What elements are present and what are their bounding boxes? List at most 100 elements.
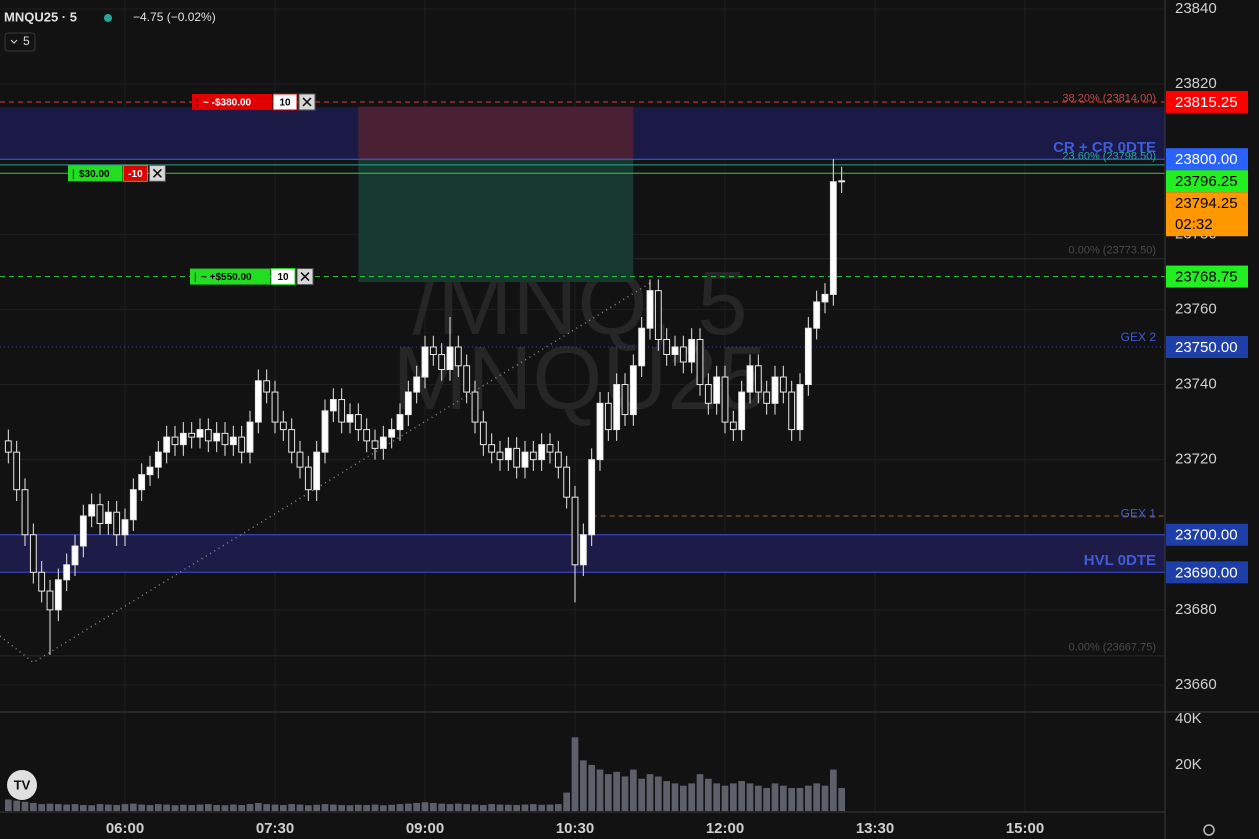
candle-body xyxy=(679,346,687,363)
volume-bar xyxy=(830,769,837,811)
candle-body xyxy=(638,327,646,367)
candle-body xyxy=(504,447,512,461)
x-tick-label: 15:00 xyxy=(1006,820,1044,837)
market-status xyxy=(104,14,112,22)
candle-body xyxy=(204,429,212,442)
candle-body xyxy=(21,489,29,536)
volume-bar xyxy=(480,805,487,811)
order-pnl: ~ +$550.00 xyxy=(201,272,252,283)
volume-bar xyxy=(455,803,462,811)
candle-body xyxy=(654,290,662,340)
volume-bar xyxy=(96,804,104,811)
volume-bar xyxy=(446,804,454,811)
volume-bar xyxy=(338,805,345,811)
level-label: 0.00% (23773.50) xyxy=(1069,244,1156,256)
order-qty-box[interactable] xyxy=(122,164,148,182)
volume-bar xyxy=(630,769,637,811)
order-handle: | xyxy=(72,169,75,180)
volume-bar xyxy=(346,805,354,811)
candle-body xyxy=(579,534,587,566)
volume-bar xyxy=(755,785,762,811)
y-tick-label: 23840 xyxy=(1175,0,1217,17)
candle-body xyxy=(79,515,87,547)
volume-bar xyxy=(638,778,645,811)
candle-body xyxy=(29,534,37,573)
candle-body xyxy=(729,421,737,431)
order-cancel-icon xyxy=(300,272,310,282)
volume-bar xyxy=(113,805,120,811)
order-pnl: $30.00 xyxy=(79,169,110,180)
order-pnl-box[interactable] xyxy=(68,165,123,182)
candle-body xyxy=(221,432,229,446)
volume-bar xyxy=(513,805,520,811)
volume-bar xyxy=(538,804,545,811)
volume-bar xyxy=(780,785,787,811)
volume-bar xyxy=(363,805,370,811)
order-pnl-box[interactable] xyxy=(190,268,270,285)
volume-bar xyxy=(505,804,512,811)
volume-bar xyxy=(688,783,695,811)
candle-body xyxy=(821,293,829,303)
candle-body xyxy=(288,429,296,453)
price-tag xyxy=(1166,90,1248,113)
x-tick-label: 12:00 xyxy=(706,820,744,837)
candle-body xyxy=(563,466,571,498)
candle-body xyxy=(179,432,187,446)
candle-body xyxy=(696,338,704,386)
volume-bar xyxy=(621,776,629,811)
candle-body xyxy=(238,436,246,453)
volume-bar xyxy=(221,805,229,811)
candle-body xyxy=(279,421,287,431)
tv-logo[interactable] xyxy=(7,770,37,800)
change: −4.75 (−0.02%) xyxy=(133,10,216,24)
volume-bar xyxy=(696,774,704,811)
order-qty: -10 xyxy=(128,169,143,180)
volume-bar xyxy=(163,804,170,811)
volume-bar xyxy=(5,799,12,811)
candle-body xyxy=(646,290,654,329)
price-tag-label: 23800.00 xyxy=(1175,151,1238,168)
volume-bar xyxy=(805,785,812,811)
volume-bar xyxy=(380,805,387,811)
candle-body xyxy=(688,338,696,363)
volume-bar xyxy=(21,801,29,811)
candle-body xyxy=(804,327,812,386)
interval-button[interactable] xyxy=(4,32,36,52)
volume-bar xyxy=(371,804,379,811)
level-label: GEX 1 xyxy=(1121,507,1157,521)
order-handle: | xyxy=(196,98,199,109)
candle-body xyxy=(446,346,454,371)
y-tick-label: 23820 xyxy=(1175,75,1217,92)
volume-bar xyxy=(171,805,179,811)
order-pnl-box[interactable] xyxy=(192,93,272,110)
candle-body xyxy=(454,346,462,367)
price-tag xyxy=(1166,335,1248,358)
volume-bar xyxy=(663,781,670,811)
main-layer: CR + CR 0DTE GEX 2 GEX 1 HVL 0DTE 38.20% (23… xyxy=(4,92,1157,811)
price-tag-label: 23750.00 xyxy=(1175,339,1238,356)
price-tag xyxy=(1166,561,1248,584)
volume-bar xyxy=(105,804,112,811)
symbol[interactable]: MNQU25 · 5 xyxy=(4,9,77,24)
candle-body xyxy=(704,384,712,404)
volume-bar xyxy=(546,804,554,811)
candle-body xyxy=(371,440,379,449)
candle-body xyxy=(313,451,321,491)
order-qty-box[interactable] xyxy=(270,268,296,286)
candle-body xyxy=(354,414,362,431)
top-layer: MNQU25 · 5 −4.75 (−0.02%) 5 TV 23815.25 2… xyxy=(4,9,1248,836)
candle-body xyxy=(196,429,204,438)
volume-bar xyxy=(721,785,729,811)
settings-icon[interactable] xyxy=(1203,824,1215,836)
time-axis-bg xyxy=(0,812,1259,839)
volume-bar xyxy=(71,804,79,811)
candle-body xyxy=(413,376,421,393)
order-cancel-icon xyxy=(152,168,162,178)
candle-body xyxy=(338,399,346,423)
order-qty-box[interactable] xyxy=(272,93,298,111)
volume-bar xyxy=(838,787,845,811)
order-pnl: ~ -$380.00 xyxy=(203,98,252,109)
candle-body xyxy=(788,391,796,431)
candle-body xyxy=(71,545,79,566)
